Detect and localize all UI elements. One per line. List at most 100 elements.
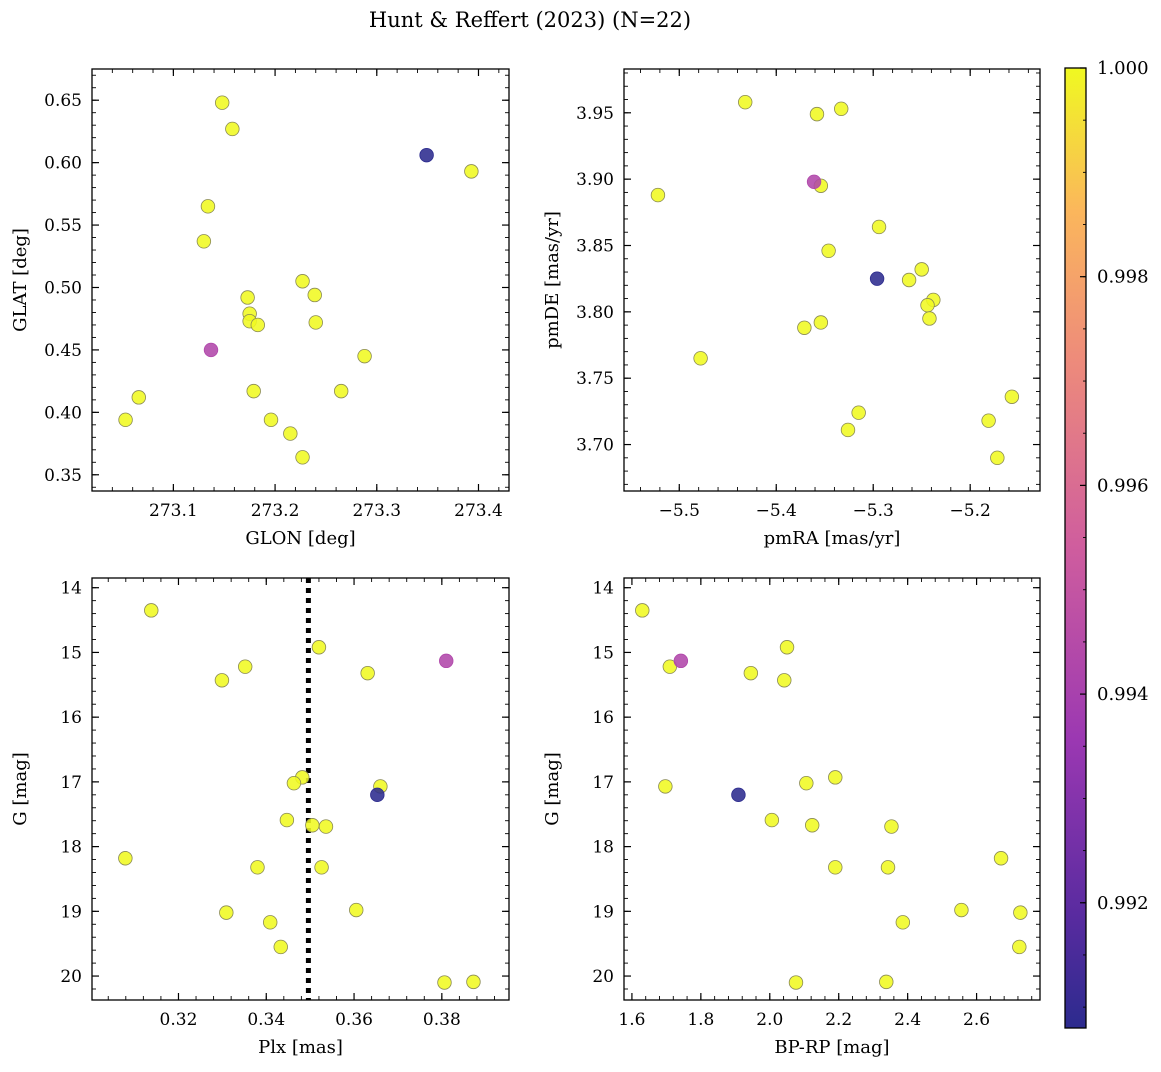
data-point [813,315,829,330]
data-point [797,320,812,335]
data-point [237,659,253,674]
data-point [214,673,230,688]
axes-frame [623,577,1041,1001]
y-tick-label: 15 [60,643,82,663]
axes-frame [91,577,510,1001]
data-point [1004,389,1020,404]
x-tick-label: 0.36 [335,1010,373,1030]
panels: 273.1 273.2 273.3 273.4 0.35 0.40 0.45 0.50 0.55… [10,68,1041,1058]
data-point [851,405,866,420]
y-tick-label: 0.65 [44,91,82,111]
x-tick-label: 2.4 [894,1010,921,1030]
y-tick-label: 0.50 [44,278,82,298]
x-tick-label: 0.34 [247,1010,285,1030]
data-point [788,975,804,990]
data-point [307,287,322,303]
data-point [779,640,795,655]
data-point [360,665,375,681]
x-axis-label: BP-RP [mag] [774,1037,889,1058]
y-tick-label: 0.35 [44,466,82,486]
y-tick-label: 20 [592,967,614,987]
data-point [828,770,843,785]
y-axis-label: G [mag] [542,752,563,825]
data-point [828,860,843,875]
data-point [834,101,849,117]
data-point [804,818,820,833]
x-tick-label: 0.32 [160,1010,198,1030]
data-point [437,975,452,990]
y-tick-label: 19 [592,902,614,922]
data-point [922,311,937,326]
data-point [283,426,298,441]
data-point [144,603,159,618]
data-point [466,974,481,990]
data-point [920,298,935,313]
data-point [990,450,1005,466]
data-point [840,422,856,438]
data-point [240,290,255,305]
data-point [314,860,329,875]
x-tick-label: −5.3 [853,501,894,521]
data-point [419,147,434,163]
data-point [250,317,265,333]
colorbar-tick-label: 0.992 [1097,893,1149,914]
x-tick-label: 1.8 [687,1010,714,1030]
y-tick-label: 16 [592,708,614,728]
y-tick-label: 20 [60,967,82,987]
x-tick-label: 2.2 [825,1010,852,1030]
x-axis-label: pmRA [mas/yr] [764,528,901,549]
y-tick-label: 14 [592,579,614,599]
data-point [658,779,673,794]
data-point [879,974,894,990]
data-point [880,860,896,875]
y-tick-label: 3.80 [576,303,614,323]
data-point [635,603,650,618]
data-point [693,351,708,366]
data-point [349,902,364,918]
data-point [901,272,917,288]
data-point [263,915,278,930]
x-tick-label: 273.1 [149,501,198,521]
data-point [286,775,302,791]
data-point [273,939,288,955]
data-point [871,219,887,235]
data-point [203,342,219,358]
data-point [895,915,911,930]
y-axis-label: pmDE [mas/yr] [542,211,563,349]
x-tick-label: 2.6 [963,1010,990,1030]
data-point [914,262,929,277]
data-point [318,819,334,834]
colorbar-tick-label: 0.998 [1097,267,1149,288]
data-point [673,653,689,669]
panel-pm: −5.5 −5.4 −5.3 −5.2 3.70 3.75 3.80 3.85 3.90 3.95… [542,68,1041,549]
data-point [764,812,780,828]
y-tick-label: 0.45 [44,341,82,361]
x-tick-label: −5.4 [756,501,797,521]
data-point [370,787,385,803]
data-point [738,94,753,110]
data-point [869,271,885,286]
data-point [118,851,133,866]
y-tick-label: 17 [592,773,614,793]
data-point [279,812,295,828]
data-point [305,818,320,833]
data-point [1013,905,1028,920]
data-point [439,653,454,669]
colorbar-ticks: 0.992 0.994 0.996 0.998 1.000 [1080,58,1149,1008]
panel-cmd: 1.6 1.8 2.0 2.2 2.4 2.6 14 15 16 17 18 19 20 BP-RP [m… [542,577,1041,1058]
colorbar-tick-label: 0.996 [1097,475,1149,496]
data-point [806,174,822,189]
data-point [777,673,792,688]
y-tick-label: 3.90 [576,170,614,190]
data-point [981,413,996,428]
data-point [214,95,230,110]
y-tick-label: 3.85 [576,236,614,256]
y-tick-label: 18 [60,838,82,858]
panel-glon-glat: 273.1 273.2 273.3 273.4 0.35 0.40 0.45 0.50 0.55… [10,68,510,549]
data-point [743,665,759,681]
data-point [196,234,212,249]
x-tick-label: 273.4 [454,501,503,521]
panel-plx-g: 0.32 0.34 0.36 0.38 14 15 16 17 18 19 20 Plx [mas] G… [10,577,510,1058]
data-point [250,860,265,875]
data-point [333,383,349,399]
